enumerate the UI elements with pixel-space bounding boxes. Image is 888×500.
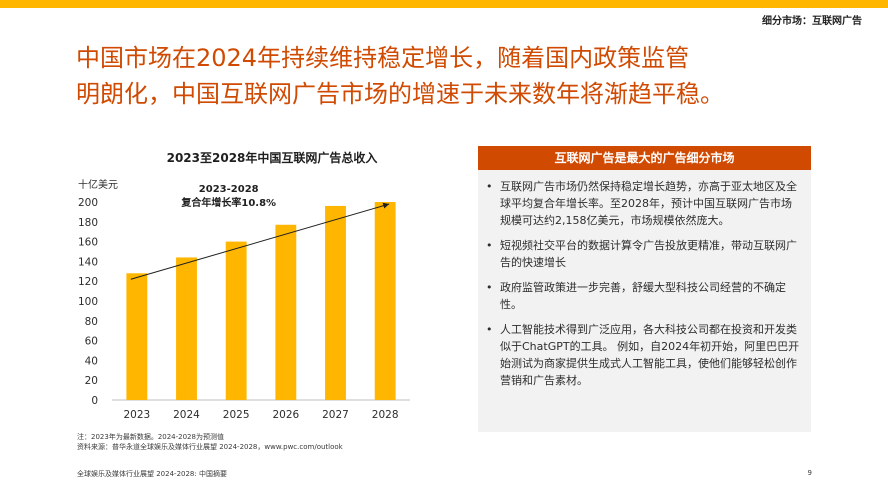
chart-notes: 注：2023年为最新数据。2024-2028为预测值 资料来源：普华永道全球娱乐… <box>77 432 343 452</box>
page-headline: 中国市场在2024年持续维持稳定增长，随着国内政策监管 明朗化，中国互联网广告市… <box>76 40 856 112</box>
brand-top-bar <box>0 0 888 8</box>
bullet-list: • 互联网广告市场仍然保持稳定增长趋势，亦高于亚太地区及全球平均复合年增长率。至2… <box>478 170 811 389</box>
bullet-marker: • <box>486 323 493 336</box>
y-tick-label: 20 <box>85 375 98 387</box>
bullet-marker: • <box>486 239 493 252</box>
source-line: 资料来源：普华永道全球娱乐及媒体行业展望 2024-2028，www.pwc.c… <box>77 443 343 451</box>
x-tick-label: 2028 <box>372 409 399 421</box>
x-tick-label: 2026 <box>272 409 299 421</box>
note-line: 注：2023年为最新数据。2024-2028为预测值 <box>77 433 224 441</box>
y-tick-label: 200 <box>78 197 98 209</box>
cagr-trend-arrow <box>130 202 390 280</box>
cagr-annotation-line-1: 2023-2028 <box>199 184 259 195</box>
x-tick-label: 2024 <box>173 409 200 421</box>
bar-2024 <box>176 257 197 400</box>
x-tick-label: 2027 <box>322 409 349 421</box>
bullet-item: • 互联网广告市场仍然保持稳定增长趋势，亦高于亚太地区及全球平均复合年增长率。至2… <box>486 178 801 229</box>
page-number: 9 <box>807 469 812 477</box>
y-axis-label: 十亿美元 <box>78 178 118 191</box>
y-tick-label: 140 <box>78 256 98 268</box>
section-tag: 细分市场：互联网广告 <box>762 16 862 27</box>
headline-line-2: 明朗化，中国互联网广告市场的增速于未来数年将渐趋平稳。 <box>76 80 724 108</box>
bar-2025 <box>225 241 247 400</box>
bullet-item: • 政府监管政策进一步完善，舒缓大型科技公司经营的不确定性。 <box>486 279 801 313</box>
bullet-marker: • <box>486 180 493 193</box>
bar-2026 <box>275 224 297 400</box>
bar-2023 <box>126 273 148 400</box>
headline-line-1: 中国市场在2024年持续维持稳定增长，随着国内政策监管 <box>76 44 690 72</box>
bar-2027 <box>325 205 346 400</box>
cagr-annotation-line-2: 复合年增长率10.8% <box>180 196 276 209</box>
bullet-item: • 短视频社交平台的数据计算令广告投放更精准，带动互联网广告的快速增长 <box>486 237 801 271</box>
bullet-text: 人工智能技术得到广泛应用，各大科技公司都在投资和开发类似于ChatGPT的工具。… <box>500 323 800 387</box>
y-tick-label: 100 <box>78 296 98 308</box>
y-tick-label: 80 <box>85 316 98 328</box>
bullet-text: 互联网广告市场仍然保持稳定增长趋势，亦高于亚太地区及全球平均复合年增长率。至20… <box>500 180 797 227</box>
y-tick-label: 0 <box>91 395 98 407</box>
y-tick-label: 60 <box>85 336 98 348</box>
footer-title: 全球娱乐及媒体行业展望 2024-2028: 中国摘要 <box>77 470 227 478</box>
bullet-text: 政府监管政策进一步完善，舒缓大型科技公司经营的不确定性。 <box>500 281 786 311</box>
bullet-item: • 人工智能技术得到广泛应用，各大科技公司都在投资和开发类似于ChatGPT的工具… <box>486 321 801 389</box>
x-tick-label: 2025 <box>223 409 250 421</box>
y-tick-label: 120 <box>78 276 98 288</box>
chart-title: 2023至2028年中国互联网广告总收入 <box>166 151 378 165</box>
y-tick-label: 40 <box>85 355 98 367</box>
bullet-marker: • <box>486 281 493 294</box>
bar-2028 <box>374 202 396 400</box>
bullet-text: 短视频社交平台的数据计算令广告投放更精准，带动互联网广告的快速增长 <box>500 239 797 269</box>
insights-panel: 互联网广告是最大的广告细分市场 • 互联网广告市场仍然保持稳定增长趋势，亦高于亚太… <box>478 146 811 432</box>
y-tick-label: 160 <box>78 237 98 249</box>
revenue-bar-chart: 十亿美元 0 20 40 60 80 100 120 140 160 180 200 2023 2024 2… <box>78 178 410 421</box>
x-tick-label: 2023 <box>123 409 150 421</box>
panel-title: 互联网广告是最大的广告细分市场 <box>478 146 811 170</box>
y-tick-label: 180 <box>78 217 98 229</box>
